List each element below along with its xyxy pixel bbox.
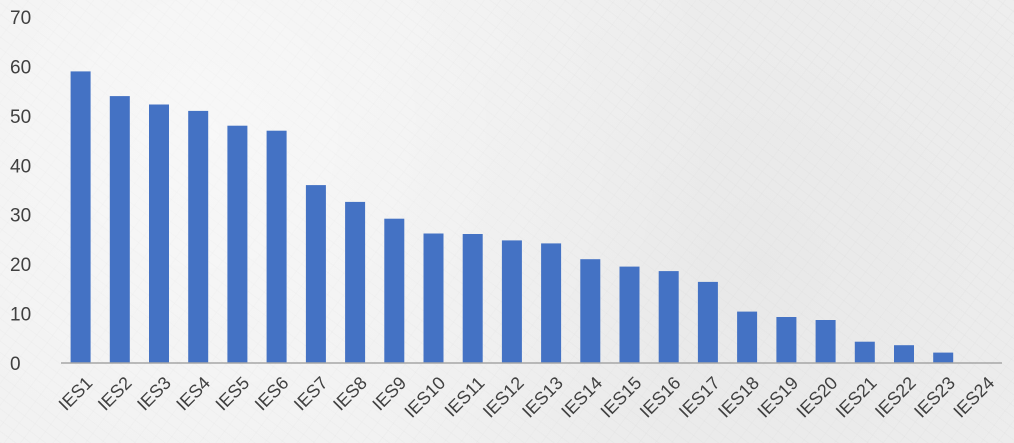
bar-ies14 [580,259,601,363]
bar-ies9 [384,218,405,363]
bar-ies16 [658,271,679,363]
y-tick-label: 10 [10,305,31,326]
x-tick-label: IES16 [636,373,685,422]
x-tick-label: IES3 [133,373,175,415]
x-tick-label: IES2 [94,373,136,415]
x-tick-label: IES24 [949,373,998,422]
x-axis-tick-labels: IES1IES2IES3IES4IES5IES6IES7IES8IES9IES1… [55,373,999,422]
bar-ies3 [149,104,169,363]
x-tick-label: IES13 [518,373,567,422]
bar-ies6 [266,130,287,363]
x-tick-label: IES12 [479,373,528,422]
x-tick-label: IES18 [714,373,763,422]
bar-ies23 [933,352,954,363]
x-tick-label: IES8 [329,373,371,415]
y-tick-label: 60 [10,57,31,78]
x-tick-label: IES20 [793,373,842,422]
bar-ies11 [462,234,483,363]
y-axis-tick-labels: 0 10 20 30 40 50 60 70 [10,8,31,375]
bar-ies1 [70,71,91,364]
bar-series [70,71,954,364]
x-tick-label: IES1 [55,373,97,415]
x-tick-label: IES4 [172,373,214,415]
bar-ies8 [345,201,366,363]
x-tick-label: IES10 [401,373,450,422]
bar-ies12 [501,240,522,363]
bar-ies18 [737,311,758,363]
bar-ies15 [619,266,640,363]
x-tick-label: IES7 [290,373,332,415]
bar-ies10 [423,233,444,363]
y-tick-label: 70 [10,8,31,29]
y-tick-label: 30 [10,206,31,227]
bar-ies21 [854,341,875,363]
x-tick-label: IES14 [557,373,606,422]
x-tick-label: IES17 [675,373,724,422]
x-tick-label: IES15 [597,373,646,422]
bar-ies17 [697,281,718,363]
bar-ies4 [188,110,209,364]
y-tick-label: 20 [10,255,31,276]
y-tick-label: 50 [10,107,31,128]
x-tick-label: IES5 [212,373,254,415]
x-tick-label: IES23 [910,373,959,422]
y-tick-label: 0 [10,354,21,375]
bar-ies7 [305,185,326,363]
x-tick-label: IES11 [441,373,489,421]
x-tick-label: IES22 [871,373,920,422]
bar-ies19 [776,317,797,363]
x-tick-label: IES19 [753,373,802,422]
bar-ies5 [227,125,248,363]
bar-ies22 [894,345,914,363]
bar-ies13 [541,243,562,363]
x-tick-label: IES6 [251,373,293,415]
y-tick-label: 40 [10,156,31,177]
x-tick-label: IES21 [832,373,881,422]
bar-ies20 [815,320,836,363]
bar-ies2 [109,96,130,363]
